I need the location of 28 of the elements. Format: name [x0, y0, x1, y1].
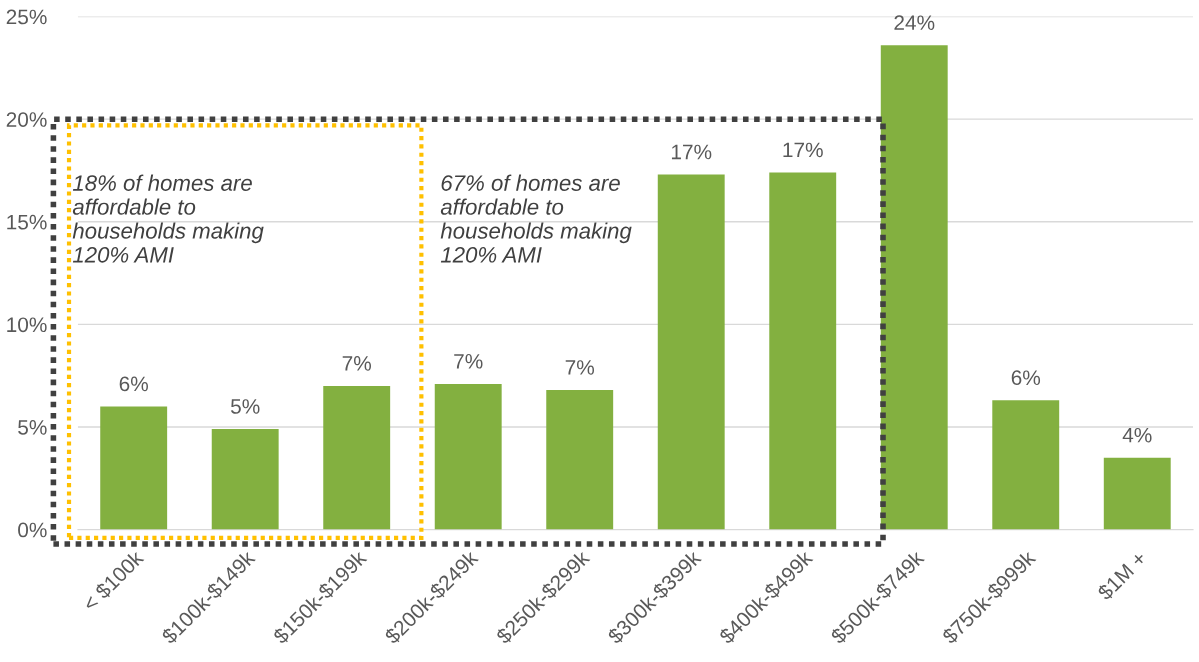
data-label: 6% — [1011, 370, 1041, 386]
annotation: 67% of homes are affordable to households making 120% AMI — [440, 174, 632, 263]
data-label: 7% — [454, 354, 483, 369]
data-label: 4% — [1122, 427, 1152, 443]
y-tick-label: 20% — [6, 112, 47, 127]
bar — [434, 383, 502, 530]
data-label: 5% — [230, 399, 260, 414]
data-label: 7% — [565, 360, 595, 375]
data-label: 7% — [342, 356, 372, 371]
y-tick-label: 0% — [18, 522, 47, 538]
bar — [992, 400, 1060, 530]
annotation: 18% of homes are affordable to households making 120% AMI — [72, 174, 264, 263]
bar — [211, 429, 279, 530]
bar — [657, 174, 725, 530]
data-label: 24% — [894, 15, 935, 30]
bar — [1103, 457, 1171, 530]
bar — [769, 172, 837, 530]
data-label: 6% — [119, 376, 148, 392]
y-tick-label: 5% — [18, 420, 47, 435]
data-label: 17% — [671, 144, 712, 160]
y-tick-label: 10% — [7, 317, 47, 333]
bar — [880, 45, 948, 530]
bar — [546, 390, 614, 530]
data-label: 17% — [783, 142, 823, 158]
bar — [100, 406, 168, 530]
y-tick-label: 15% — [7, 214, 47, 230]
y-tick-label: 25% — [6, 9, 47, 25]
bar — [323, 385, 391, 530]
